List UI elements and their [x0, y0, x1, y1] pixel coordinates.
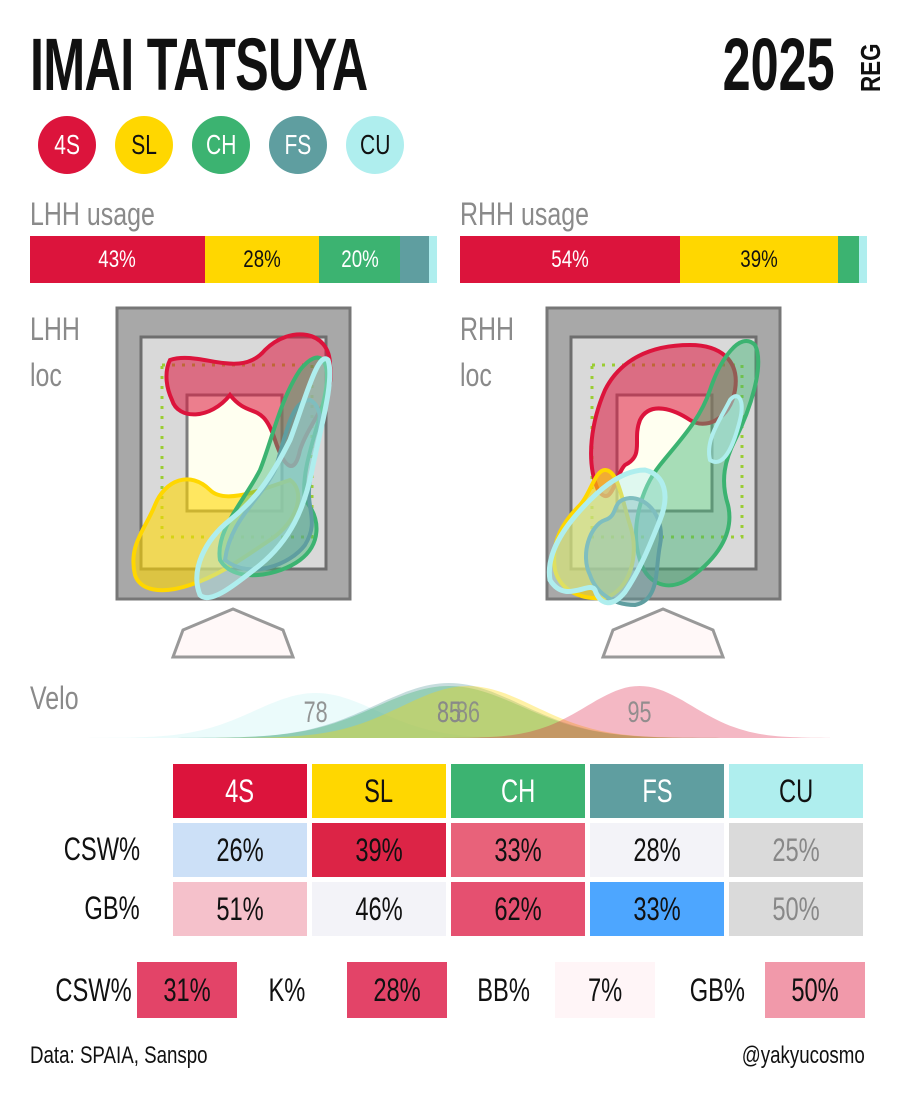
velo-curve-ch — [68, 686, 830, 738]
table-cell: 50% — [729, 882, 863, 936]
velo-peak-label-ch: 85 — [437, 694, 461, 728]
velo-curve-4s — [68, 686, 830, 738]
usage-value-sl: 28% — [243, 245, 281, 273]
table-row-label-0: CSW% — [63, 831, 140, 867]
legend-sl: SL — [115, 116, 173, 174]
velo-curve-fs — [68, 683, 830, 738]
rhh-density-4s — [589, 342, 738, 499]
usage-segment-4s: 43% — [30, 236, 205, 283]
summary-value-3: 50% — [765, 962, 865, 1018]
table-cell: 46% — [312, 882, 446, 936]
usage-value-4s: 54% — [551, 245, 589, 273]
usage-value-4s: 43% — [98, 245, 137, 273]
usage-segment-sl: 39% — [679, 236, 839, 283]
usage-segment-ch: 20% — [318, 236, 401, 283]
season-year: 2025 — [723, 23, 835, 106]
usage-segment-cu — [428, 236, 437, 283]
velo-peak-label-sl: 86 — [456, 694, 480, 728]
table-header-sl: SL — [312, 764, 446, 818]
usage-segment-sl: 28% — [205, 236, 319, 283]
legend-fs: FS — [269, 116, 327, 174]
table-cell: 39% — [312, 823, 446, 877]
table-header-cu: CU — [729, 764, 863, 818]
legend-cu: CU — [346, 116, 404, 174]
summary-label-3: GB% — [689, 971, 745, 1008]
lhh-usage-bar: 43% 28% 20% — [30, 236, 437, 283]
table-cell: 33% — [590, 882, 724, 936]
table-cell: 26% — [173, 823, 307, 877]
table-cell: 51% — [173, 882, 307, 936]
velo-curve-sl — [68, 686, 830, 738]
usage-segment-4s: 54% — [460, 236, 680, 283]
usage-segment-ch — [838, 236, 859, 283]
velo-curve-cu — [68, 693, 830, 738]
pitch-legend: 4S SL CH FS CU — [38, 116, 404, 174]
rhh-loc-label: RHH loc — [460, 311, 515, 393]
summary-label-2: BB% — [477, 971, 530, 1008]
velo-peak-label-cu: 78 — [304, 694, 328, 728]
location-heatmaps — [115, 306, 782, 659]
usage-value-ch: 20% — [340, 245, 379, 273]
summary-value-0: 31% — [137, 962, 237, 1018]
summary-value-1: 28% — [347, 962, 447, 1018]
rhh-density-cu — [546, 394, 744, 606]
table-row-label-1: GB% — [84, 890, 140, 926]
source-note: Data: SPAIA, Sanspo — [30, 1042, 208, 1069]
summary-label-0: CSW% — [55, 971, 132, 1008]
summary-value-2: 7% — [555, 962, 655, 1018]
usage-segment-fs — [400, 236, 429, 283]
rhh-usage-title: RHH usage — [460, 196, 590, 232]
legend-4s: 4S — [38, 116, 96, 174]
legend-ch: CH — [192, 116, 250, 174]
table-cell: 33% — [451, 823, 585, 877]
lhh-loc-label: LHH loc — [30, 311, 80, 393]
velo-peak-label-4s: 95 — [627, 694, 651, 728]
usage-value-sl: 39% — [740, 245, 778, 273]
table-cell: 28% — [590, 823, 724, 877]
lhh-usage-title: LHH usage — [30, 196, 155, 232]
velo-label: Velo — [30, 680, 79, 716]
rhh-home-plate — [600, 607, 726, 659]
player-name: IMAI TATSUYA — [30, 23, 368, 106]
author-handle: @yakyucosmo — [741, 1042, 865, 1069]
usage-segment-cu — [858, 236, 867, 283]
lhh-density-cu — [194, 356, 333, 601]
summary-label-1: K% — [268, 971, 306, 1008]
table-header-fs: FS — [590, 764, 724, 818]
velo-peak-label-fs: 85 — [437, 694, 461, 728]
table-cell: 62% — [451, 882, 585, 936]
rhh-usage-bar: 54% 39% — [460, 236, 867, 283]
table-header-4s: 4S — [173, 764, 307, 818]
lhh-home-plate — [170, 607, 296, 659]
rhh-density-fs — [584, 495, 663, 608]
table-cell: 25% — [729, 823, 863, 877]
lhh-density-4s — [164, 332, 333, 468]
table-header-ch: CH — [451, 764, 585, 818]
